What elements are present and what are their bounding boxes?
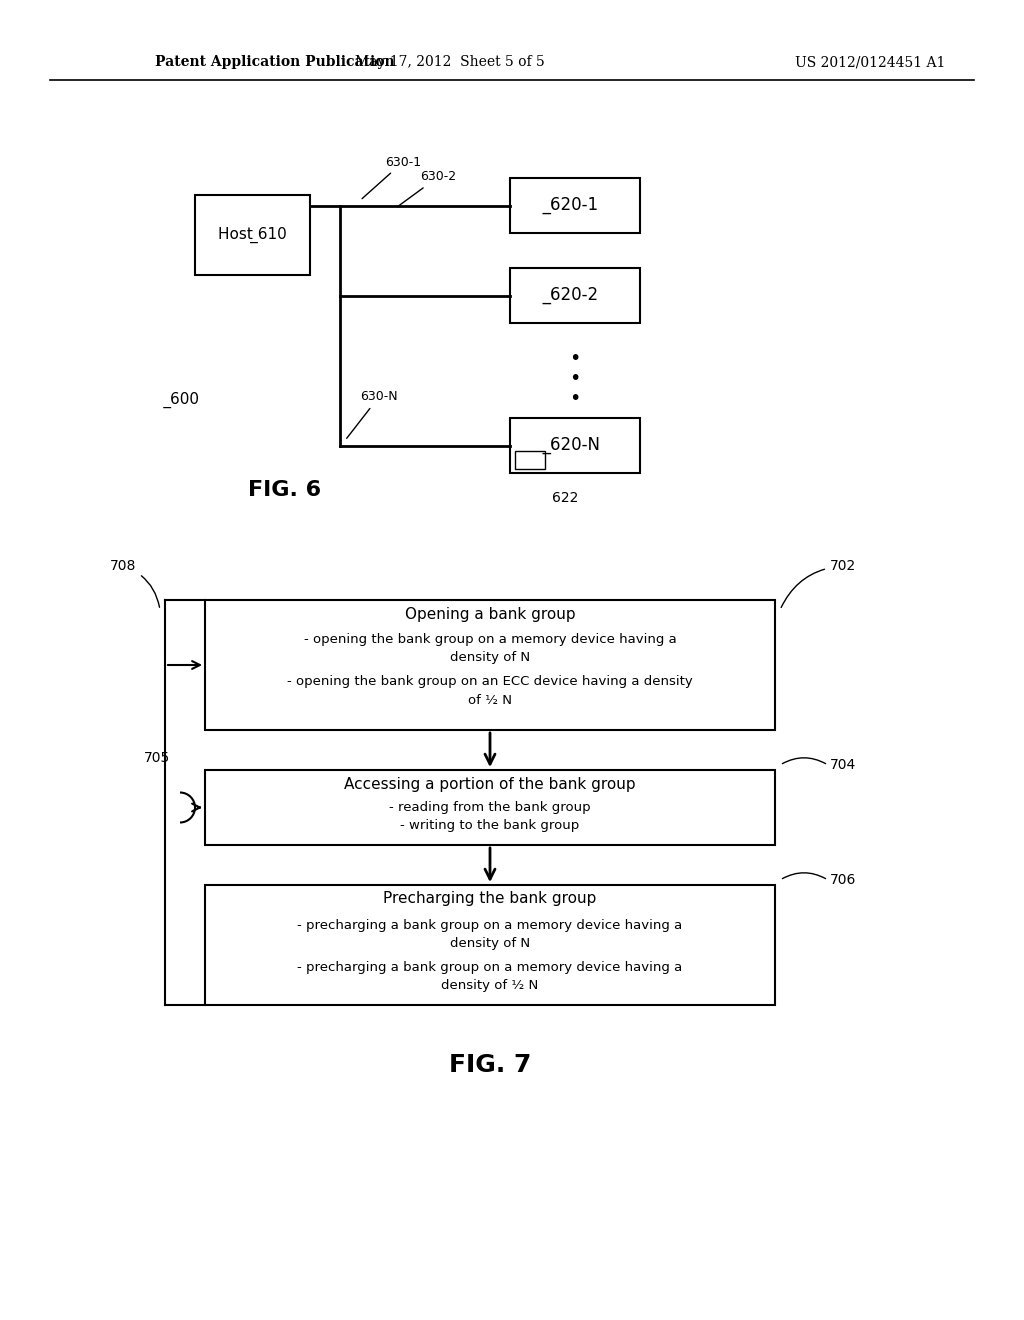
Text: ̲620-2: ̲620-2 [551,286,599,305]
FancyBboxPatch shape [205,601,775,730]
FancyBboxPatch shape [510,418,640,473]
Text: density of N: density of N [450,936,530,949]
Text: Precharging the bank group: Precharging the bank group [383,891,597,907]
Text: - precharging a bank group on a memory device having a: - precharging a bank group on a memory d… [297,919,683,932]
FancyBboxPatch shape [205,770,775,845]
Text: 630-N: 630-N [347,391,397,438]
Text: •: • [569,348,581,367]
Text: •: • [569,368,581,388]
Text: FIG. 7: FIG. 7 [449,1053,531,1077]
FancyBboxPatch shape [205,884,775,1005]
Text: - precharging a bank group on a memory device having a: - precharging a bank group on a memory d… [297,961,683,974]
Text: US 2012/0124451 A1: US 2012/0124451 A1 [795,55,945,69]
Text: - reading from the bank group: - reading from the bank group [389,801,591,814]
Text: May 17, 2012  Sheet 5 of 5: May 17, 2012 Sheet 5 of 5 [355,55,545,69]
Text: Accessing a portion of the bank group: Accessing a portion of the bank group [344,776,636,792]
FancyBboxPatch shape [195,195,310,275]
Text: - opening the bank group on a memory device having a: - opening the bank group on a memory dev… [304,634,677,647]
FancyBboxPatch shape [510,178,640,234]
Text: 622: 622 [552,491,579,506]
Text: 708: 708 [110,558,160,607]
FancyBboxPatch shape [515,451,545,469]
Text: 702: 702 [781,558,856,607]
Text: Opening a bank group: Opening a bank group [404,606,575,622]
Text: Patent Application Publication: Patent Application Publication [155,55,394,69]
Text: of ½ N: of ½ N [468,693,512,706]
FancyBboxPatch shape [510,268,640,323]
Text: 704: 704 [830,758,856,772]
Text: FIG. 6: FIG. 6 [249,480,322,500]
Text: density of ½ N: density of ½ N [441,978,539,991]
Text: - writing to the bank group: - writing to the bank group [400,820,580,833]
Text: Host ̲610: Host ̲610 [218,227,287,243]
Text: ̲600: ̲600 [171,392,200,408]
Text: 706: 706 [830,873,856,887]
Text: ̲620-N: ̲620-N [550,437,600,454]
Text: ̲620-1: ̲620-1 [551,197,599,214]
Text: density of N: density of N [450,652,530,664]
Text: 630-2: 630-2 [397,170,456,207]
Text: - opening the bank group on an ECC device having a density: - opening the bank group on an ECC devic… [287,676,693,689]
Text: 630-1: 630-1 [362,156,421,198]
Text: •: • [569,388,581,408]
Text: 705: 705 [144,751,170,766]
